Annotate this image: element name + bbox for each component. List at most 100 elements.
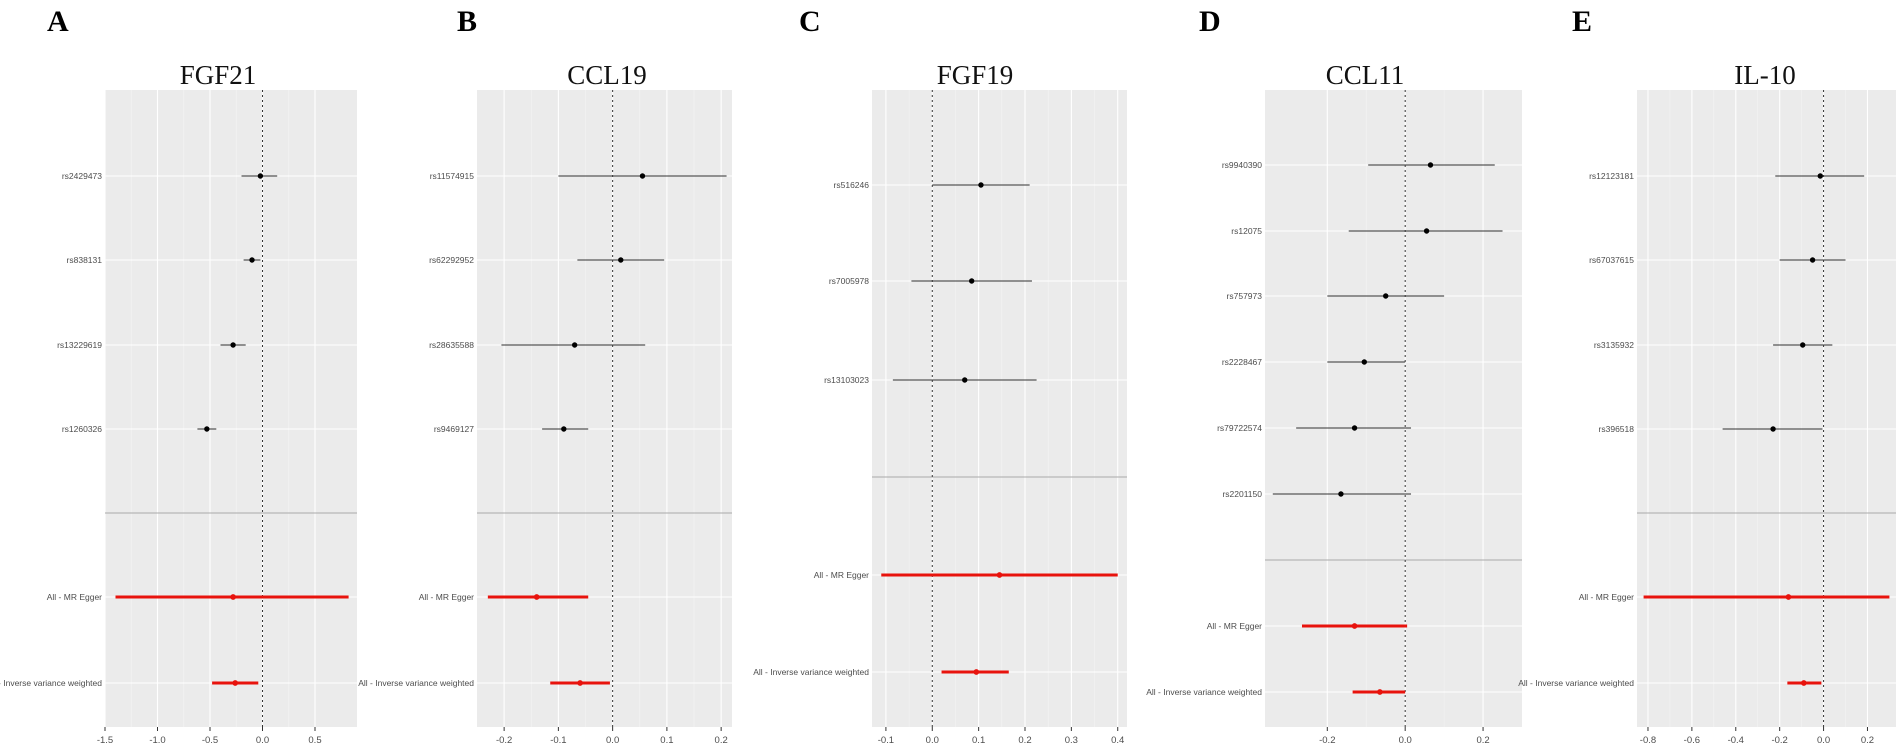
panel-b-x-tick-label: 0.1 xyxy=(660,735,673,746)
panel-a-title: FGF21 xyxy=(180,60,257,90)
panel-d-summary-point xyxy=(1351,623,1358,629)
panel-c-snp-point xyxy=(968,278,975,284)
panel-d-snp-label: rs12075 xyxy=(1231,226,1262,236)
panel-e-snp-point xyxy=(1809,257,1816,263)
panel-e-summary-label: All - Inverse variance weighted xyxy=(1518,678,1634,688)
panel-b-snp-point xyxy=(618,257,624,263)
panel-d-snp-point xyxy=(1361,359,1367,365)
panel-a-x-tick-label: -1.5 xyxy=(97,735,113,746)
panel-e-summary-label: All - MR Egger xyxy=(1579,592,1634,602)
panel-b-summary-point xyxy=(577,680,583,686)
panel-a-snp-point xyxy=(230,342,236,348)
panel-b-snp-point xyxy=(639,173,646,179)
panel-d-title: CCL11 xyxy=(1326,60,1405,90)
panel-e-x-tick-label: -0.8 xyxy=(1640,735,1656,746)
panel-d-snp-label: rs9940390 xyxy=(1222,160,1262,170)
panel-b-x-tick-label: 0.0 xyxy=(606,735,619,746)
panel-b-x-tick-label: -0.1 xyxy=(550,735,566,746)
panel-a-x-tick-label: 0.5 xyxy=(308,735,321,746)
panel-a-x-tick-label: 0.0 xyxy=(256,735,269,746)
panel-b-title: CCL19 xyxy=(567,60,647,90)
panel-e-snp-point xyxy=(1770,426,1776,432)
panel-e-title: IL-10 xyxy=(1734,60,1795,90)
panel-b-letter: B xyxy=(457,5,477,38)
panel-e-x-tick-label: -0.6 xyxy=(1684,735,1700,746)
panel-a-snp-point xyxy=(257,173,264,179)
panel-d-letter: D xyxy=(1199,5,1221,38)
panel-a-letter: A xyxy=(47,5,69,38)
panel-d-snp-label: rs2228467 xyxy=(1222,357,1262,367)
panel-e-snp-label: rs12123181 xyxy=(1589,171,1634,181)
panel-d-summary-label: All - MR Egger xyxy=(1207,621,1262,631)
panel-d-snp-point xyxy=(1423,228,1430,234)
panel-a-summary-point xyxy=(232,680,239,686)
panel-c-summary-label: All - Inverse variance weighted xyxy=(753,667,869,677)
panel-c-summary-point xyxy=(973,669,980,675)
panel-e-x-tick-label: -0.4 xyxy=(1728,735,1744,746)
panel-b-snp-point xyxy=(561,426,567,432)
panel-d-snp-label: rs79722574 xyxy=(1217,423,1262,433)
panel-c-x-tick-label: 0.0 xyxy=(926,735,939,746)
panel-d-snp-point xyxy=(1338,491,1344,497)
panel-a-snp-label: rs838131 xyxy=(67,255,103,265)
panel-a-snp-point xyxy=(249,257,255,263)
panel-a-snp-label: rs13229619 xyxy=(57,340,102,350)
panel-d-summary-label: All - Inverse variance weighted xyxy=(1146,687,1262,697)
panel-c-snp-label: rs13103023 xyxy=(824,375,869,385)
panel-d-x-tick-label: 0.0 xyxy=(1399,735,1412,746)
panel-d-snp-point xyxy=(1427,162,1434,168)
panel-a-x-tick-label: -1.0 xyxy=(149,735,165,746)
panel-b-snp-label: rs62292952 xyxy=(429,255,474,265)
panel-e-snp-point xyxy=(1817,173,1823,179)
panel-e-snp-point xyxy=(1800,342,1806,348)
panel-a-summary-point xyxy=(230,594,237,600)
panel-b-x-tick-label: -0.2 xyxy=(496,735,512,746)
panel-a-snp-label: rs2429473 xyxy=(62,171,102,181)
panel-c-snp-point xyxy=(962,377,968,383)
panel-e-plot-background xyxy=(1637,90,1896,727)
panel-c-x-tick-label: 0.2 xyxy=(1018,735,1031,746)
panel-a-x-tick-label: -0.5 xyxy=(202,735,218,746)
panel-b-plot-background xyxy=(477,90,732,727)
panel-e-snp-label: rs3135932 xyxy=(1594,340,1634,350)
panel-e-snp-label: rs67037615 xyxy=(1589,255,1634,265)
panel-d-x-tick-label: -0.2 xyxy=(1319,735,1335,746)
panel-c-x-tick-label: 0.3 xyxy=(1065,735,1078,746)
panel-d-snp-label: rs2201150 xyxy=(1222,489,1262,499)
panel-c-title: FGF19 xyxy=(937,60,1014,90)
panel-d-x-tick-label: 0.2 xyxy=(1476,735,1489,746)
panel-c-snp-label: rs7005978 xyxy=(829,276,869,286)
panel-c-plot-background xyxy=(872,90,1127,727)
panel-b-summary-label: All - MR Egger xyxy=(419,592,474,602)
panel-e-x-tick-label: 0.2 xyxy=(1861,735,1874,746)
panel-d-plot-background xyxy=(1265,90,1522,727)
panel-e-snp-label: rs396518 xyxy=(1599,424,1635,434)
panel-a-snp-label: rs1260326 xyxy=(62,424,102,434)
panel-e-summary-point xyxy=(1785,594,1792,600)
panel-e-letter: E xyxy=(1572,5,1592,38)
panel-c-x-tick-label: 0.1 xyxy=(972,735,985,746)
panel-e-x-tick-label: -0.2 xyxy=(1771,735,1787,746)
panel-d-snp-point xyxy=(1383,293,1389,299)
panel-b-snp-label: rs28635588 xyxy=(429,340,474,350)
panel-c-snp-label: rs516246 xyxy=(834,180,870,190)
panel-c-summary-label: All - MR Egger xyxy=(814,570,869,580)
panel-c-x-tick-label: 0.4 xyxy=(1111,735,1124,746)
panel-c-snp-point xyxy=(978,182,984,188)
panel-d-snp-point xyxy=(1351,425,1358,431)
panel-b-x-tick-label: 0.2 xyxy=(715,735,728,746)
panel-d-snp-label: rs757973 xyxy=(1227,291,1263,301)
panel-d-summary-point xyxy=(1376,689,1383,695)
panel-c-summary-point xyxy=(996,572,1003,578)
panel-c-x-tick-label: -0.1 xyxy=(878,735,894,746)
panel-b-summary-label: All - Inverse variance weighted xyxy=(358,678,474,688)
panel-a-summary-label: All - MR Egger xyxy=(47,592,102,602)
panel-b-snp-point xyxy=(571,342,578,348)
panel-b-snp-label: rs11574915 xyxy=(430,171,475,181)
panel-b-summary-point xyxy=(533,594,540,600)
panel-a-plot-background xyxy=(105,90,357,727)
panel-e-summary-point xyxy=(1800,680,1807,686)
panel-b-snp-label: rs9469127 xyxy=(434,424,474,434)
panel-a-summary-label: All - Inverse variance weighted xyxy=(0,678,102,688)
